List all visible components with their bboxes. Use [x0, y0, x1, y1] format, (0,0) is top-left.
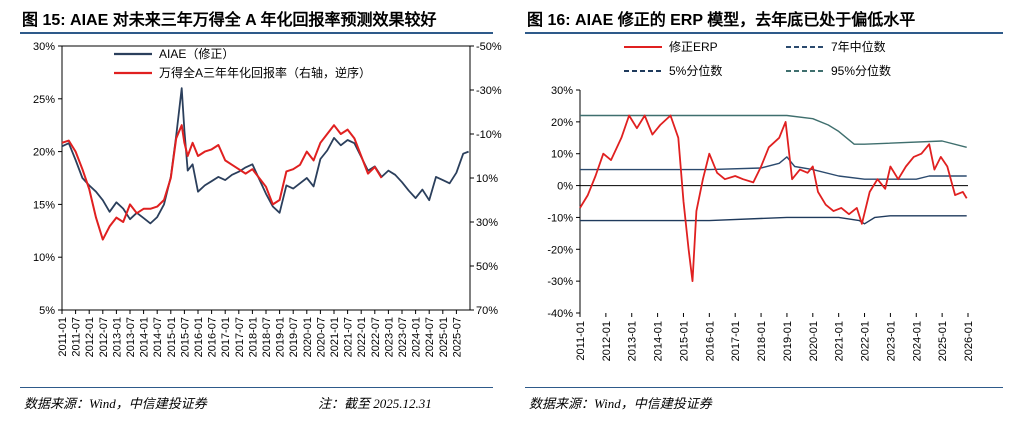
chart1-x-tick-label: 2012-07 — [98, 317, 110, 357]
chart1-x-tick-label: 2022-07 — [370, 317, 382, 357]
chart1-x-tick-label: 2012-01 — [84, 317, 96, 357]
chart1-x-tick-label: 2025-07 — [451, 317, 463, 357]
chart1-left-tick-label: 5% — [39, 305, 55, 317]
chart2-x-tick-label: 2021-01 — [834, 321, 846, 361]
chart1-x-tick-label: 2019-01 — [275, 317, 287, 357]
chart2-series-line-2 — [580, 215, 967, 225]
chart2-x-tick-label: 2019-01 — [782, 321, 794, 361]
figure1-title: 图 15: AIAE 对未来三年万得全 A 年化回报率预测效果较好 — [22, 12, 437, 29]
chart2-series-line-1 — [580, 156, 967, 180]
chart1-x-tick-label: 2023-07 — [397, 317, 409, 357]
chart2-x-tick-label: 2011-01 — [575, 321, 587, 361]
chart2-x-tick-label: 2026-01 — [963, 321, 975, 361]
chart1-right-tick-label: -10% — [476, 129, 502, 141]
chart1-x-tick-label: 2025-01 — [438, 317, 450, 357]
figure1-note: 注：截至 2025.12.31 — [318, 396, 432, 411]
chart2-legend-label-0: 修正ERP — [669, 39, 718, 54]
chart1-x-tick-label: 2021-07 — [343, 317, 355, 357]
chart1-x-tick-label: 2011-01 — [57, 317, 69, 357]
chart1-left-tick-label: 10% — [33, 252, 55, 264]
chart1-x-tick-label: 2024-01 — [411, 317, 423, 357]
chart2-y-tick-label: -30% — [547, 276, 573, 288]
chart1-x-tick-label: 2020-01 — [302, 317, 314, 357]
chart2-x-tick-label: 2013-01 — [627, 321, 639, 361]
chart1-x-tick-label: 2013-07 — [125, 317, 137, 357]
chart1-left-tick-label: 20% — [33, 147, 55, 159]
chart1-right-tick-label: -50% — [476, 41, 502, 53]
chart2-legend-label-1: 7年中位数 — [831, 39, 886, 54]
chart1-right-tick-label: -30% — [476, 85, 502, 97]
chart1-x-tick-label: 2014-07 — [152, 317, 164, 357]
chart1-right-tick-label: 70% — [476, 305, 498, 317]
figure1-bottom-rule — [20, 387, 493, 388]
chart2-x-tick-label: 2020-01 — [808, 321, 820, 361]
figure2-source: 数据来源：Wind，中信建投证券 — [529, 396, 712, 411]
chart1-x-tick-label: 2024-07 — [424, 317, 436, 357]
chart1-x-tick-label: 2018-01 — [247, 317, 259, 357]
figure2-top-rule — [525, 32, 1003, 34]
chart1-x-tick-label: 2015-01 — [166, 317, 178, 357]
chart2-x-tick-label: 2025-01 — [937, 321, 949, 361]
chart1-right-tick-label: 30% — [476, 217, 498, 229]
chart2-legend-label-2: 5%分位数 — [669, 63, 722, 78]
chart1-x-tick-label: 2015-07 — [179, 317, 191, 357]
chart1-x-tick-label: 2018-07 — [261, 317, 273, 357]
chart2-x-tick-label: 2017-01 — [730, 321, 742, 361]
figure1-top-rule — [20, 32, 493, 34]
chart2-y-tick-label: -20% — [547, 244, 573, 256]
chart2-x-tick-label: 2014-01 — [653, 321, 665, 361]
chart1-x-tick-label: 2020-07 — [315, 317, 327, 357]
chart1-x-tick-label: 2014-01 — [139, 317, 151, 357]
chart1-x-tick-label: 2022-01 — [356, 317, 368, 357]
figure2-bottom-rule — [525, 387, 1003, 388]
chart2-y-tick-label: 10% — [551, 149, 573, 161]
chart1-series-line-0 — [61, 87, 469, 225]
chart1-x-tick-label: 2017-01 — [220, 317, 232, 357]
chart1-left-tick-label: 25% — [33, 94, 55, 106]
chart1-x-tick-label: 2021-01 — [329, 317, 341, 357]
figure2-title: 图 16: AIAE 修正的 ERP 模型，去年底已处于偏低水平 — [527, 12, 916, 29]
chart2-y-tick-label: -10% — [547, 212, 573, 224]
chart2-y-tick-label: 0% — [557, 181, 573, 193]
chart2-x-tick-label: 2018-01 — [756, 321, 768, 361]
chart1-x-tick-label: 2013-01 — [111, 317, 123, 357]
chart2-y-tick-label: -40% — [547, 308, 573, 320]
chart2-x-tick-label: 2023-01 — [885, 321, 897, 361]
chart1-right-tick-label: 50% — [476, 261, 498, 273]
chart2-y-tick-label: 20% — [551, 117, 573, 129]
chart2-series-line-3 — [580, 114, 967, 148]
chart1-legend-label-0: AIAE（修正） — [159, 46, 234, 61]
chart2-x-tick-label: 2016-01 — [704, 321, 716, 361]
chart1-left-tick-label: 15% — [33, 199, 55, 211]
chart2-y-tick-label: 30% — [551, 85, 573, 97]
chart1-x-tick-label: 2016-07 — [207, 317, 219, 357]
figure1-source: 数据来源：Wind，中信建投证券 — [24, 396, 207, 411]
chart1-series-line-1 — [61, 124, 383, 241]
chart2-legend-label-3: 95%分位数 — [831, 63, 891, 78]
chart1-x-tick-label: 2023-01 — [383, 317, 395, 357]
chart1-legend-label-1: 万得全A三年年化回报率（右轴，逆序） — [159, 65, 371, 80]
chart1-frame — [61, 45, 471, 311]
chart2-x-tick-label: 2015-01 — [678, 321, 690, 361]
chart1-right-tick-label: 10% — [476, 173, 498, 185]
chart1-x-tick-label: 2011-07 — [71, 317, 83, 357]
chart2-x-tick-label: 2024-01 — [911, 321, 923, 361]
chart1-left-tick-label: 30% — [33, 41, 55, 53]
chart2-x-tick-label: 2022-01 — [860, 321, 872, 361]
chart2-x-tick-label: 2012-01 — [601, 321, 613, 361]
chart1-x-tick-label: 2016-01 — [193, 317, 205, 357]
chart1-x-tick-label: 2019-07 — [288, 317, 300, 357]
chart1-x-tick-label: 2017-07 — [234, 317, 246, 357]
chart2-series-line-0 — [579, 114, 968, 282]
